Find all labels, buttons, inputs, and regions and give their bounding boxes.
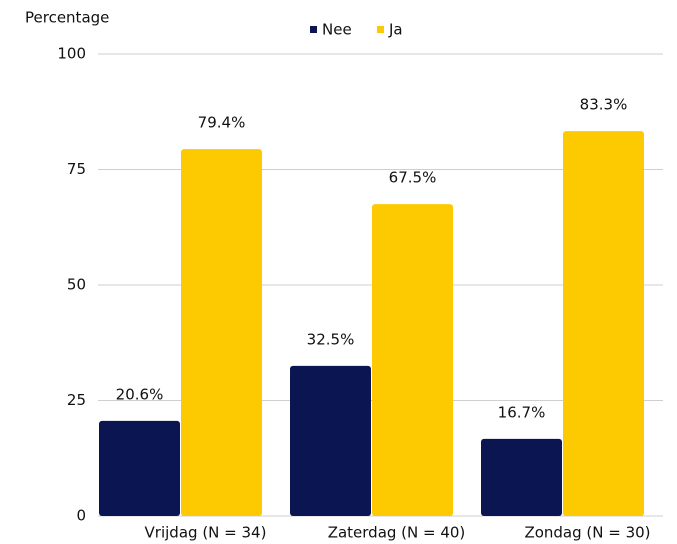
value-label: 83.3% [580,96,628,114]
bar [563,131,644,517]
value-label: 32.5% [307,330,355,348]
legend-label: Ja [388,21,403,39]
y-tick-label: 0 [76,507,86,525]
bar [481,438,562,516]
bar [181,149,262,516]
value-label: 67.5% [389,169,437,187]
y-axis-label: Percentage [25,9,109,27]
y-tick-label: 75 [67,160,86,178]
bar [372,204,453,516]
value-label: 79.4% [198,114,246,132]
bar [99,420,180,516]
legend-label: Nee [322,21,352,39]
legend-swatch [377,26,384,33]
value-label: 20.6% [116,385,164,403]
y-tick-label: 50 [67,276,86,294]
x-tick-label: Vrijdag (N = 34) [145,524,267,542]
legend-swatch [310,26,317,33]
value-label: 16.7% [498,403,546,421]
x-tick-label: Zaterdag (N = 40) [328,524,466,542]
y-tick-label: 100 [57,45,86,63]
y-tick-label: 25 [67,391,86,409]
bar [290,365,371,516]
x-tick-label: Zondag (N = 30) [524,524,650,542]
